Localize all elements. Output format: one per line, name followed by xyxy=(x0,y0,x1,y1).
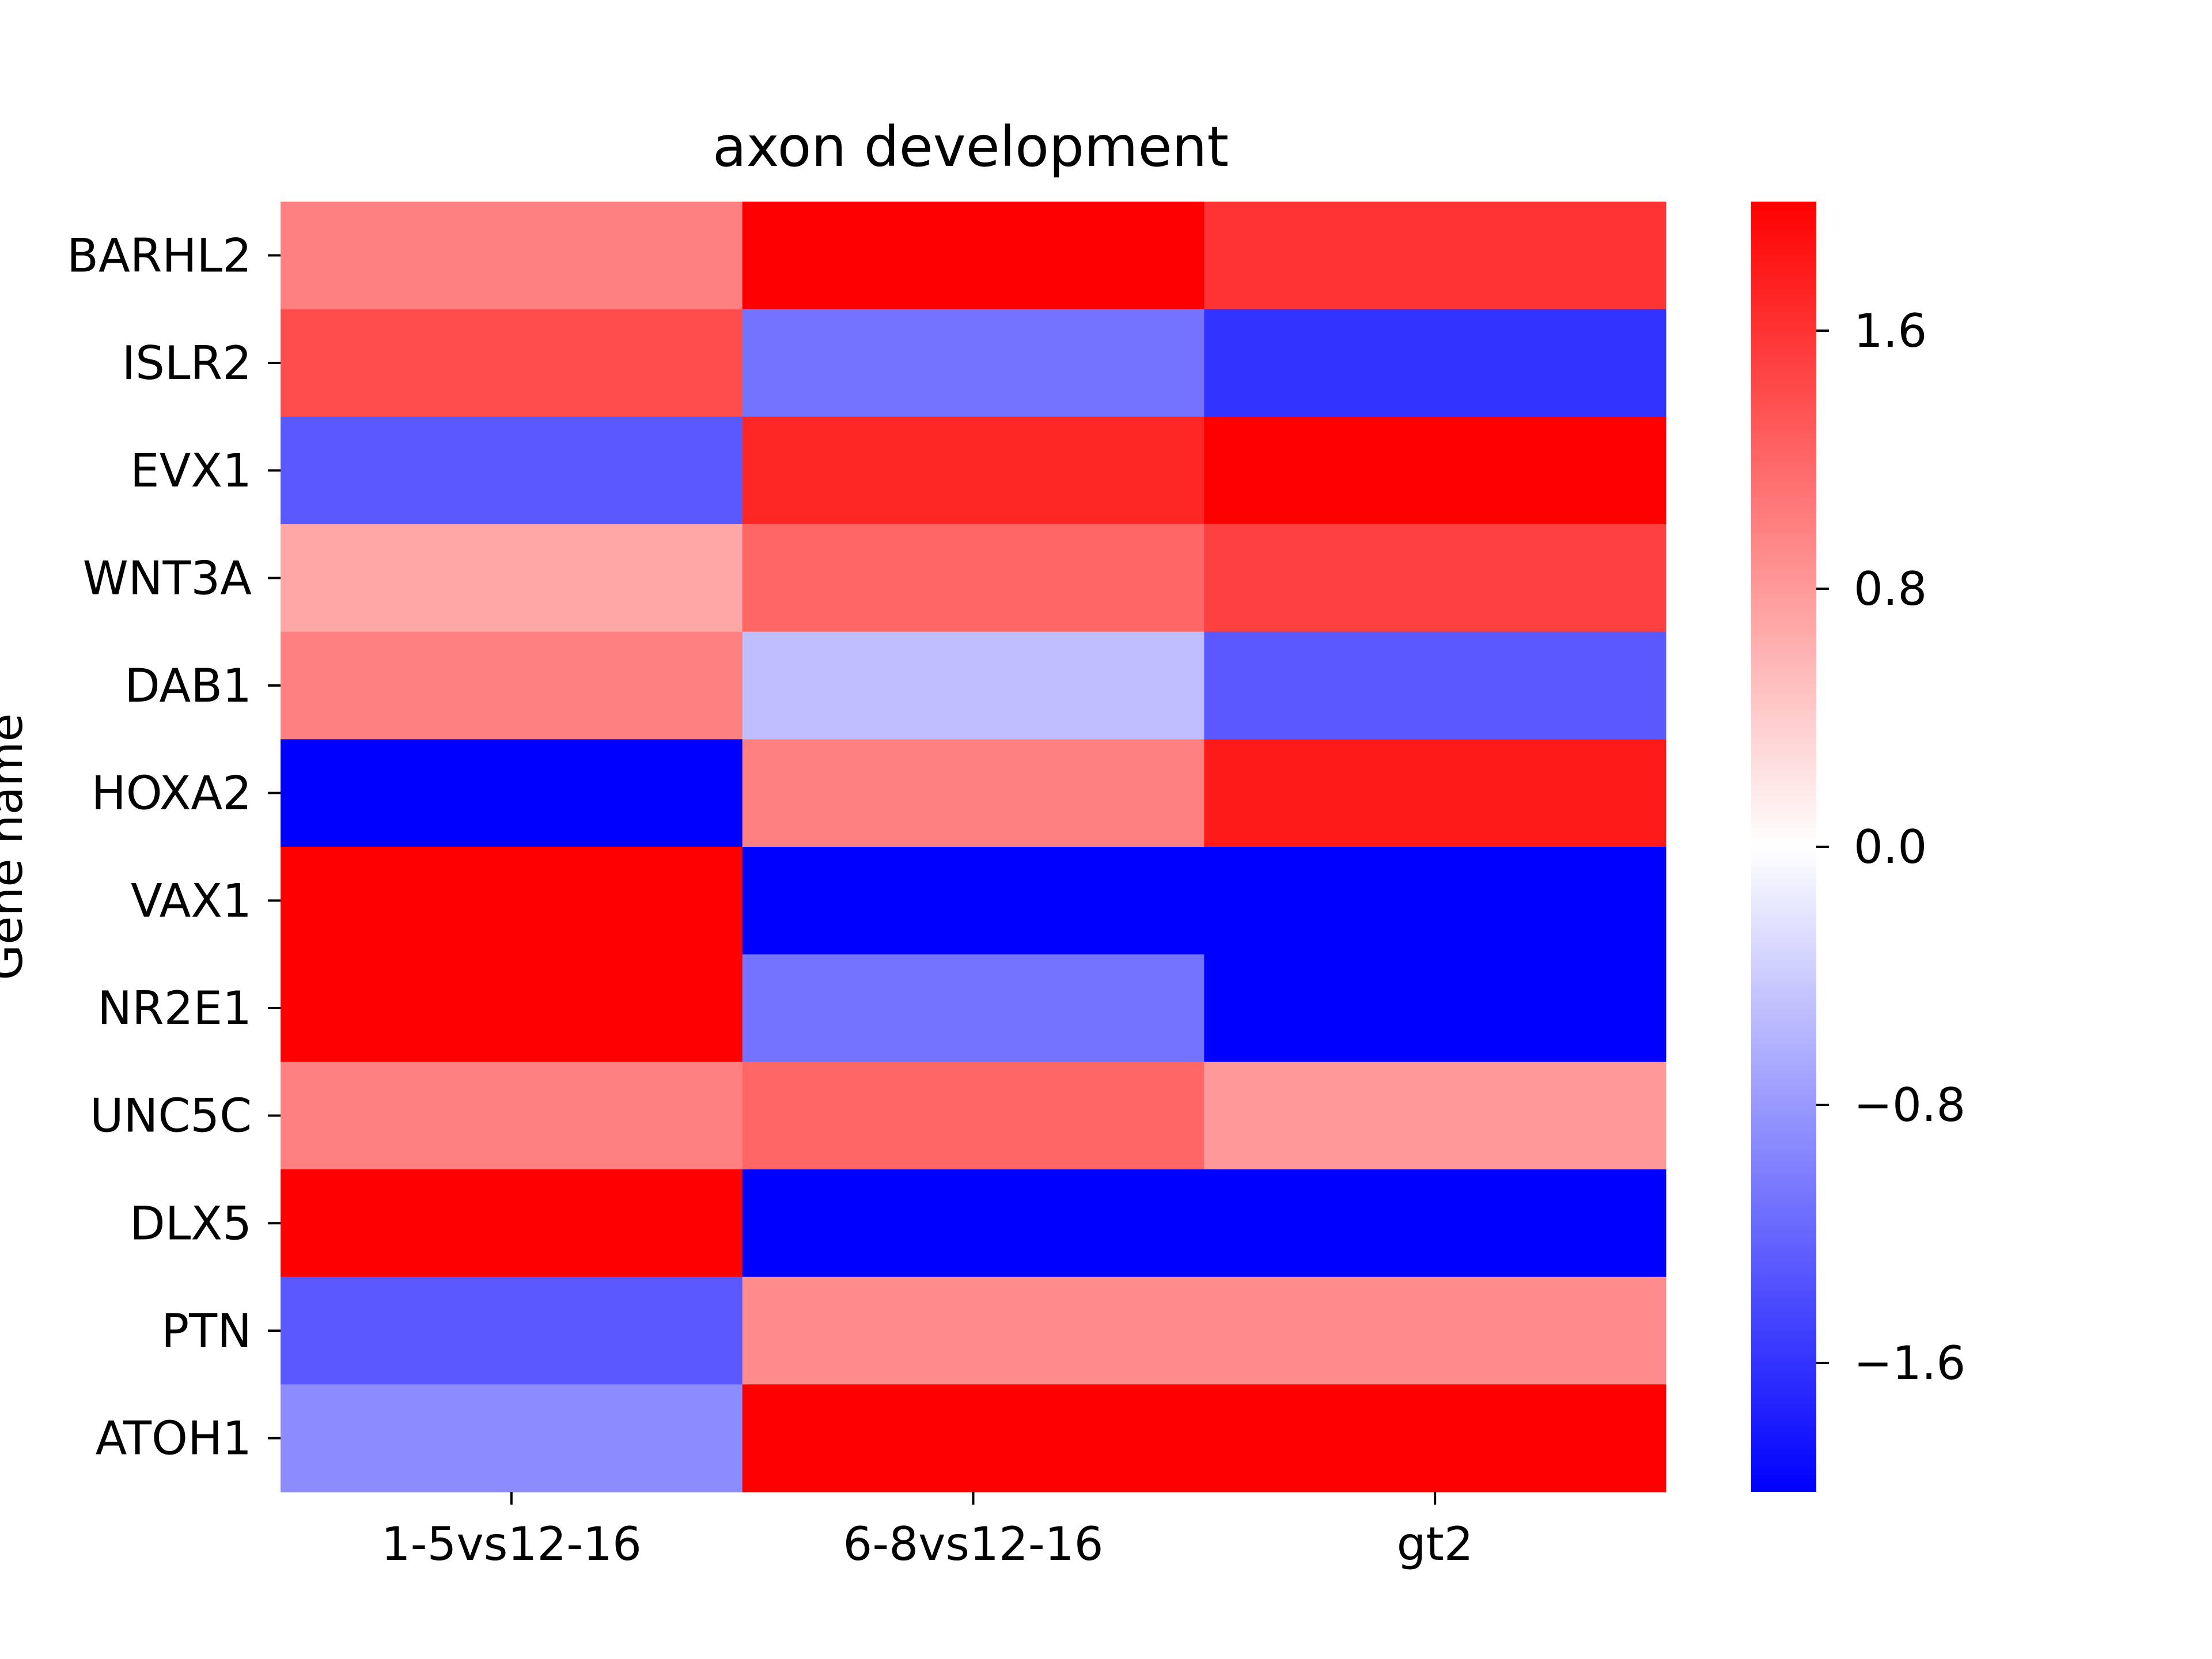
y-tick-label: NR2E1 xyxy=(97,982,252,1035)
heatmap-cell xyxy=(1204,1062,1666,1170)
y-tick-label: WNT3A xyxy=(83,551,252,605)
heatmap-cell xyxy=(281,739,743,847)
heatmap-cell xyxy=(742,202,1205,310)
colorbar-tick-label: −0.8 xyxy=(1854,1078,1965,1132)
y-tick-label: ATOH1 xyxy=(96,1412,252,1465)
x-tick-label: 1-5vs12-16 xyxy=(381,1517,642,1571)
heatmap-cell xyxy=(1204,739,1666,847)
heatmap-cell xyxy=(281,847,743,955)
heatmap-cell xyxy=(1204,202,1666,310)
colorbar-tick-label: −1.6 xyxy=(1854,1336,1965,1390)
y-tick-label: PTN xyxy=(161,1304,252,1358)
heatmap-cell xyxy=(281,1062,743,1170)
colorbar-tick-label: 1.6 xyxy=(1854,304,1927,358)
y-tick-label: DAB1 xyxy=(124,659,252,713)
heatmap-cell xyxy=(742,739,1205,847)
heatmap-cells xyxy=(281,202,1666,1493)
heatmap-cell xyxy=(281,416,743,525)
x-tick-label: gt2 xyxy=(1397,1517,1474,1571)
heatmap-cell xyxy=(742,1062,1205,1170)
y-tick-label: VAX1 xyxy=(131,874,252,927)
y-tick-label: HOXA2 xyxy=(92,767,252,820)
heatmap-cell xyxy=(281,202,743,310)
x-axis: 1-5vs12-16 6-8vs12-16 gt2 xyxy=(381,1492,1474,1571)
x-tick-label: 6-8vs12-16 xyxy=(843,1517,1103,1571)
heatmap-cell xyxy=(742,1277,1205,1385)
colorbar-ticks: 1.6 0.8 0.0 −0.8 −1.6 xyxy=(1816,304,1965,1390)
heatmap-cell xyxy=(281,631,743,740)
heatmap-cell xyxy=(1204,1384,1666,1493)
heatmap-cell xyxy=(1204,309,1666,417)
heatmap-cell xyxy=(281,309,743,417)
heatmap-cell xyxy=(742,631,1205,740)
heatmap-cell xyxy=(1204,954,1666,1062)
heatmap-cell xyxy=(281,1384,743,1493)
y-axis-label: Gene name xyxy=(0,713,33,980)
heatmap-cell xyxy=(1204,1277,1666,1385)
heatmap-cell xyxy=(1204,631,1666,740)
y-tick-label: ISLR2 xyxy=(122,336,252,390)
heatmap-cell xyxy=(742,954,1205,1062)
heatmap-cell xyxy=(742,1169,1205,1278)
heatmap-cell xyxy=(742,847,1205,955)
heatmap-cell xyxy=(1204,1169,1666,1278)
heatmap-cell xyxy=(742,309,1205,417)
heatmap-cell xyxy=(281,1277,743,1385)
y-tick-label: BARHL2 xyxy=(67,229,252,282)
heatmap-cell xyxy=(1204,847,1666,955)
heatmap-cell xyxy=(281,1169,743,1278)
y-tick-label: EVX1 xyxy=(130,444,252,498)
heatmap-cell xyxy=(281,524,743,632)
heatmap-cell xyxy=(742,1384,1205,1493)
colorbar xyxy=(1751,202,1816,1492)
colorbar-tick-label: 0.0 xyxy=(1854,820,1927,874)
heatmap-cell xyxy=(281,954,743,1062)
chart-title: axon development xyxy=(713,115,1229,179)
heatmap-cell xyxy=(742,416,1205,525)
y-axis: BARHL2 ISLR2 EVX1 WNT3A DAB1 HOXA2 VAX1 NR2E1 UN… xyxy=(67,229,281,1465)
heatmap-cell xyxy=(1204,524,1666,632)
y-tick-label: UNC5C xyxy=(90,1089,252,1143)
heatmap-cell xyxy=(1204,416,1666,525)
heatmap-cell xyxy=(742,524,1205,632)
y-tick-label: DLX5 xyxy=(130,1196,252,1250)
colorbar-tick-label: 0.8 xyxy=(1854,562,1927,616)
